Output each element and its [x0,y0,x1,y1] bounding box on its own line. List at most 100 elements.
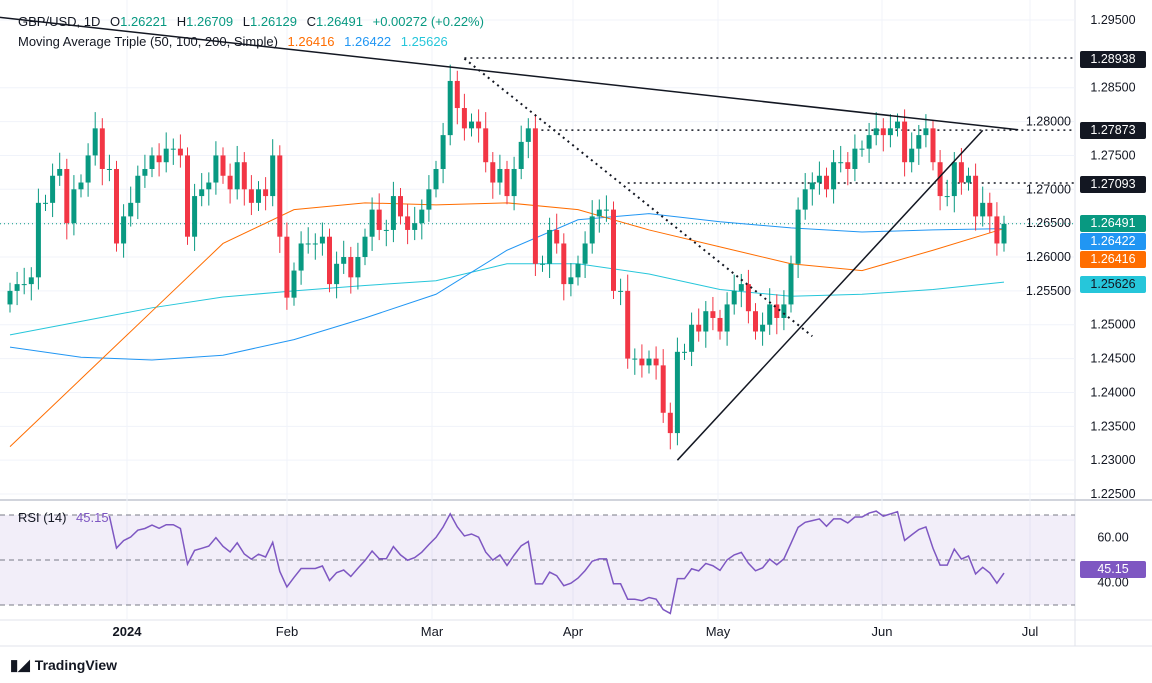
candle-body [653,358,659,366]
candle-body [930,128,936,163]
rsi-title: RSI (14) [18,510,67,525]
candle-body [540,263,545,265]
candle-body [490,162,496,183]
candle-body [14,284,20,291]
candle-body [106,168,112,170]
change-value: +0.00272 (+0.22%) [372,14,484,29]
price-tick: 1.24500 [1090,352,1135,366]
candle-body [532,128,538,264]
candle-body [497,168,503,183]
candle-body [795,209,801,264]
candle-body [348,257,354,278]
candle-body [355,257,361,278]
candle-body [206,182,212,190]
price-tick: 1.22500 [1090,487,1135,501]
candle-body [220,155,226,176]
price-tick: 1.29500 [1090,13,1135,27]
candle-body [369,209,375,237]
candle-body [99,128,105,169]
high-value: 1.26709 [186,14,234,29]
rsi-legend[interactable]: RSI (14) 45.15 [18,510,115,525]
candle-body [838,162,844,164]
candle-body [71,189,77,224]
candle-body [78,182,84,190]
time-tick: May [706,624,731,639]
candle-body [916,135,922,149]
trendline [0,16,1019,131]
candle-body [327,236,332,285]
candle-body [298,243,304,271]
candle-body [469,121,474,129]
candle-body [554,229,560,244]
time-tick: Jul [1022,624,1039,639]
price-tick: 1.28500 [1090,81,1135,95]
candle-body [64,168,70,224]
candle-body [745,284,751,312]
candle-body [440,135,446,169]
candle-body [376,209,382,230]
candle-body [256,189,261,203]
tradingview-logo[interactable]: ▮◢ TradingView [10,656,117,674]
candle-body [937,162,943,197]
price-tick: 1.25000 [1090,318,1135,332]
rsi-tick: 60.00 [1097,531,1128,545]
candle-body [717,317,723,332]
candle-body [703,311,709,332]
candle-body [390,196,396,230]
candle-body [966,175,971,183]
candle-body [142,168,148,176]
candle-body [987,202,993,217]
candle-body [994,216,1000,244]
candle-body [419,209,425,224]
candle-body [845,162,851,169]
candle-body [760,324,766,332]
brand-label: TradingView [34,657,118,673]
candle-body [646,358,652,366]
ma100-line [9,213,1005,361]
ma50-badge: 1.26416 [1080,251,1146,268]
candle-body [319,236,325,244]
symbol-label: GBP/USD, 1D [18,14,101,29]
candle-body [625,290,631,359]
candle-body [923,128,929,136]
candle-body [880,128,886,136]
candle-body [561,243,567,285]
candle-body [163,148,169,163]
candle-body [341,257,347,264]
candle-body [980,202,986,217]
candle-body [824,175,829,190]
symbol-legend: GBP/USD, 1D O1.26221 H1.26709 L1.26129 C… [18,14,484,29]
candle-body [909,148,915,163]
candle-body [213,155,219,183]
price-tick: 1.23000 [1090,453,1135,467]
price-tick: 1.23500 [1090,419,1135,433]
candle-body [398,196,403,217]
candle-body [944,196,950,198]
candle-body [731,290,737,305]
candle-body [511,168,517,197]
ma-title: Moving Average Triple (50, 100, 200, Sim… [18,34,278,49]
candle-body [362,236,368,258]
candle-body [433,168,439,190]
ma-legend[interactable]: Moving Average Triple (50, 100, 200, Sim… [18,34,454,49]
candle-body [724,304,730,332]
candle-body [1001,223,1007,244]
candle-body [682,351,687,353]
candle-body [114,168,119,244]
candle-body [611,209,616,291]
candle-body [866,135,872,149]
candle-body [774,304,780,318]
candle-body [831,162,837,190]
candle-body [383,229,389,231]
candle-body [199,189,205,197]
candle-body [28,277,34,285]
candle-body [618,290,624,292]
candle-body [483,128,489,163]
candle-body [263,189,269,197]
rsi-badge: 45.15 [1080,561,1146,578]
rsi-line [108,510,1005,615]
close-value: 1.26491 [316,14,363,29]
last-price-badge: 1.26491 [1080,215,1146,232]
candle-body [767,304,773,325]
